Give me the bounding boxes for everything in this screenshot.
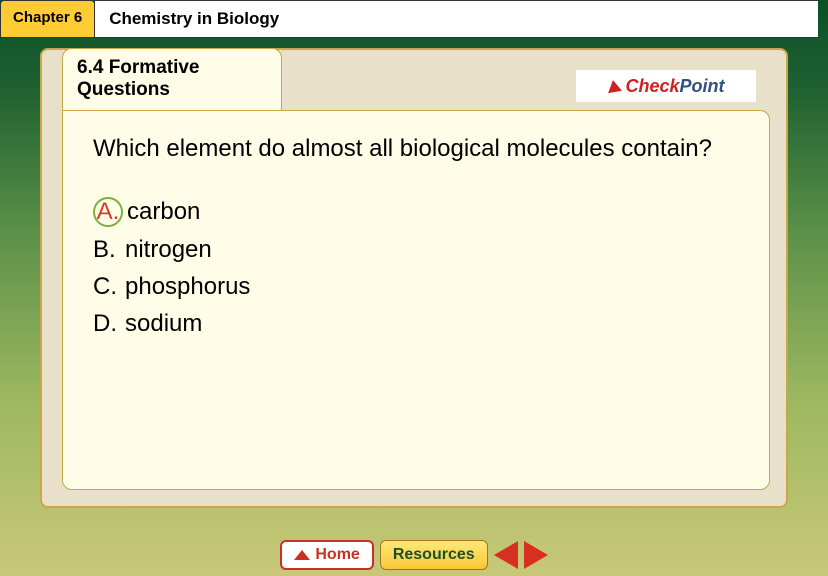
answer-letter: A. [93,197,123,227]
answer-letter: D. [93,305,125,342]
chapter-tab: Chapter 6 [0,0,95,38]
answer-option-d[interactable]: D. sodium [93,305,739,342]
footer-bar: Home Resources [0,540,828,570]
folder-body: Which element do almost all biological m… [62,110,770,490]
answer-text: nitrogen [125,231,212,268]
home-icon [294,550,310,560]
answer-list: A. carbon B. nitrogen C. phosphorus D. s… [93,193,739,342]
checkpoint-badge: CheckPoint [576,70,756,102]
answer-option-b[interactable]: B. nitrogen [93,231,739,268]
header-corner [818,0,828,38]
answer-letter: B. [93,231,125,268]
answer-option-c[interactable]: C. phosphorus [93,268,739,305]
home-label: Home [315,546,359,564]
answer-option-a[interactable]: A. carbon [93,193,739,230]
resources-button[interactable]: Resources [380,540,488,570]
answer-letter: C. [93,268,125,305]
section-tab: 6.4 Formative Questions [62,48,282,112]
header-bar: Chapter 6 Chemistry in Biology [0,0,828,38]
answer-text: phosphorus [125,268,250,305]
prev-arrow-icon[interactable] [494,541,518,569]
page-title: Chemistry in Biology [95,0,818,38]
answer-text: sodium [125,305,202,342]
next-arrow-icon[interactable] [524,541,548,569]
home-button[interactable]: Home [280,540,373,570]
checkpoint-point: Point [680,76,725,97]
answer-text: carbon [127,193,200,230]
question-text: Which element do almost all biological m… [93,133,739,165]
checkpoint-icon [607,79,623,93]
checkpoint-check: Check [625,76,679,97]
content-frame: 6.4 Formative Questions CheckPoint Which… [40,48,788,508]
